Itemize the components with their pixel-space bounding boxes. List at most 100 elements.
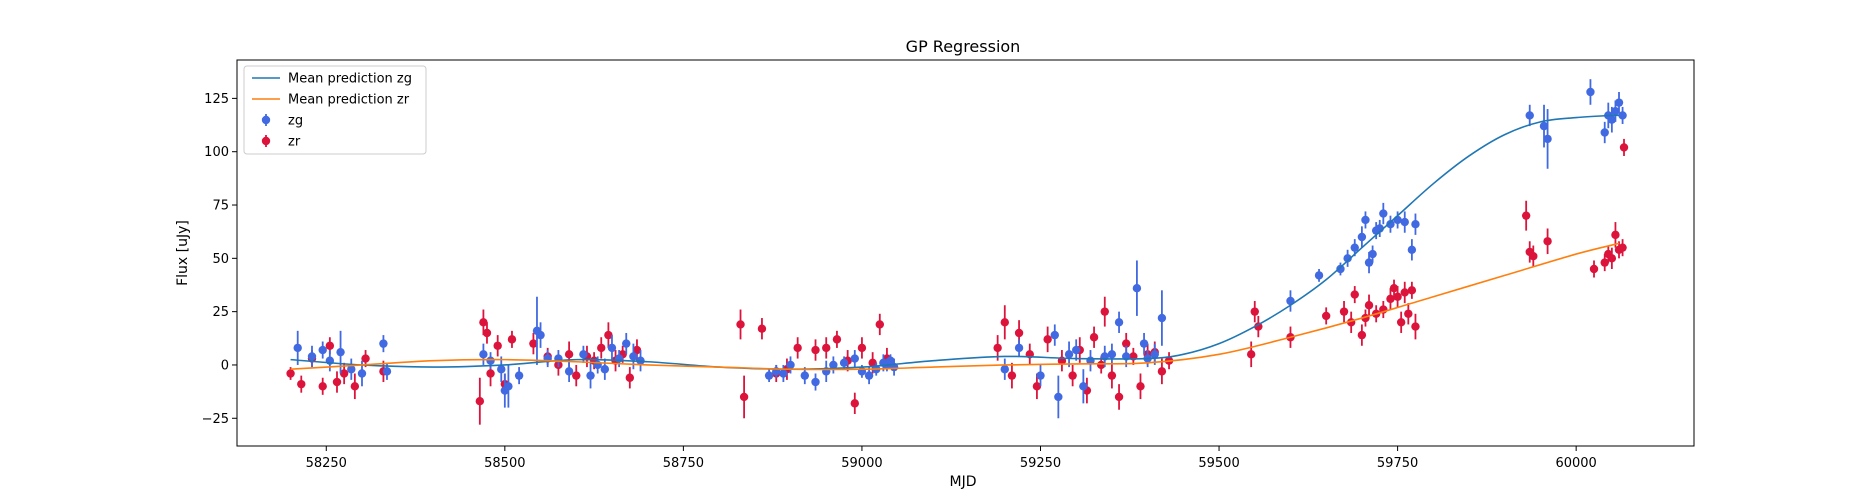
y-axis-ticks: −25 0 25 50 75 100 125 <box>202 92 237 427</box>
zg-point <box>829 360 838 370</box>
legend-marker-swatch <box>261 136 271 146</box>
zg-point <box>811 377 820 387</box>
zr-point <box>1107 371 1117 380</box>
zr-point <box>1136 382 1145 391</box>
zg-point <box>600 365 610 374</box>
zr-point <box>1411 322 1420 331</box>
zg-point <box>497 365 506 374</box>
zg-series <box>293 79 1627 419</box>
zg-point <box>1379 209 1388 218</box>
zr-point <box>486 369 495 378</box>
zg-point <box>379 339 388 348</box>
zr-point <box>1254 322 1263 331</box>
x-tick-label: 59250 <box>1020 456 1061 471</box>
zr-point <box>529 339 538 348</box>
zr-point <box>1321 311 1331 321</box>
zr-point <box>1386 294 1395 304</box>
zg-point <box>1543 134 1552 144</box>
zr-point <box>632 345 642 355</box>
zg-point <box>1150 350 1159 359</box>
zg-point <box>1343 254 1352 263</box>
zr-point <box>564 350 574 359</box>
zr-point <box>1407 286 1417 295</box>
zg-point <box>307 352 317 361</box>
zr-point <box>361 354 370 363</box>
zg-point <box>1618 111 1627 120</box>
legend-label: zr <box>288 135 301 150</box>
zr-point <box>493 341 502 350</box>
plot-contents <box>286 79 1629 425</box>
zr-point <box>1357 330 1367 340</box>
zr-point <box>1014 328 1024 338</box>
zr-point <box>1619 143 1629 152</box>
zg-point <box>1014 343 1024 353</box>
y-tick-label: −25 <box>202 412 229 427</box>
zg-point <box>1525 111 1534 120</box>
zr-series <box>286 138 1629 425</box>
zg-point <box>1157 313 1167 323</box>
zg-point <box>504 382 513 391</box>
zg-point <box>1357 232 1367 242</box>
zr-point <box>1246 350 1256 359</box>
zg-point <box>514 371 524 380</box>
zg-point <box>1600 128 1609 137</box>
zg-point <box>1361 215 1370 225</box>
zr-point <box>1404 309 1413 318</box>
zr-point <box>1068 371 1077 380</box>
zg-point <box>1050 330 1059 340</box>
zg-point <box>1072 345 1081 355</box>
zg-point <box>1000 365 1009 374</box>
y-tick-label: 75 <box>212 199 229 214</box>
zg-point <box>1079 382 1088 391</box>
zg-point <box>1364 258 1374 267</box>
zg-point <box>1064 350 1074 359</box>
zr-point <box>1611 230 1620 240</box>
zg-point <box>1314 271 1324 280</box>
zr-point <box>1250 307 1259 316</box>
zr-point <box>350 382 360 391</box>
zg-point <box>318 345 327 355</box>
chart-title: GP Regression <box>906 37 1021 56</box>
x-tick-label: 58750 <box>663 456 704 471</box>
zr-point <box>1389 283 1399 293</box>
zg-point <box>1139 339 1149 348</box>
zr-point <box>1000 318 1009 327</box>
zg-point <box>607 343 617 353</box>
zg-point <box>1036 371 1045 380</box>
zr-point <box>1089 333 1099 342</box>
x-axis-label: MJD <box>950 474 977 490</box>
zr-point <box>1350 290 1359 299</box>
zr-point <box>868 358 877 368</box>
zg-point <box>1114 318 1124 327</box>
x-tick-label: 59500 <box>1198 456 1239 471</box>
zg-point <box>357 369 367 378</box>
mean-prediction-lines <box>290 114 1620 371</box>
legend-box <box>243 65 427 155</box>
legend: Mean prediction zg Mean prediction zr zg zr <box>243 65 427 155</box>
zr-point <box>286 369 295 378</box>
y-axis-label: Flux [uJy] <box>175 220 191 286</box>
zr-point <box>993 343 1002 353</box>
zr-point <box>507 335 517 344</box>
zg-point <box>786 360 795 370</box>
zr-point <box>1607 254 1617 263</box>
x-tick-label: 58500 <box>484 456 525 471</box>
x-tick-label: 60000 <box>1555 456 1596 471</box>
zg-point <box>1411 220 1420 229</box>
y-tick-label: 0 <box>221 358 229 373</box>
zr-point <box>739 392 749 402</box>
zr-point <box>857 343 867 353</box>
zr-point <box>850 399 859 408</box>
x-tick-label: 59000 <box>841 456 882 471</box>
zr-point <box>793 343 802 353</box>
zr-point <box>325 341 335 350</box>
zg-point <box>486 356 495 365</box>
zr-point <box>1114 392 1124 402</box>
zg-point <box>579 350 588 359</box>
zr-point <box>1121 339 1131 348</box>
zr-point <box>1097 360 1106 370</box>
zg-point <box>886 356 895 365</box>
zr-point <box>1396 318 1406 327</box>
